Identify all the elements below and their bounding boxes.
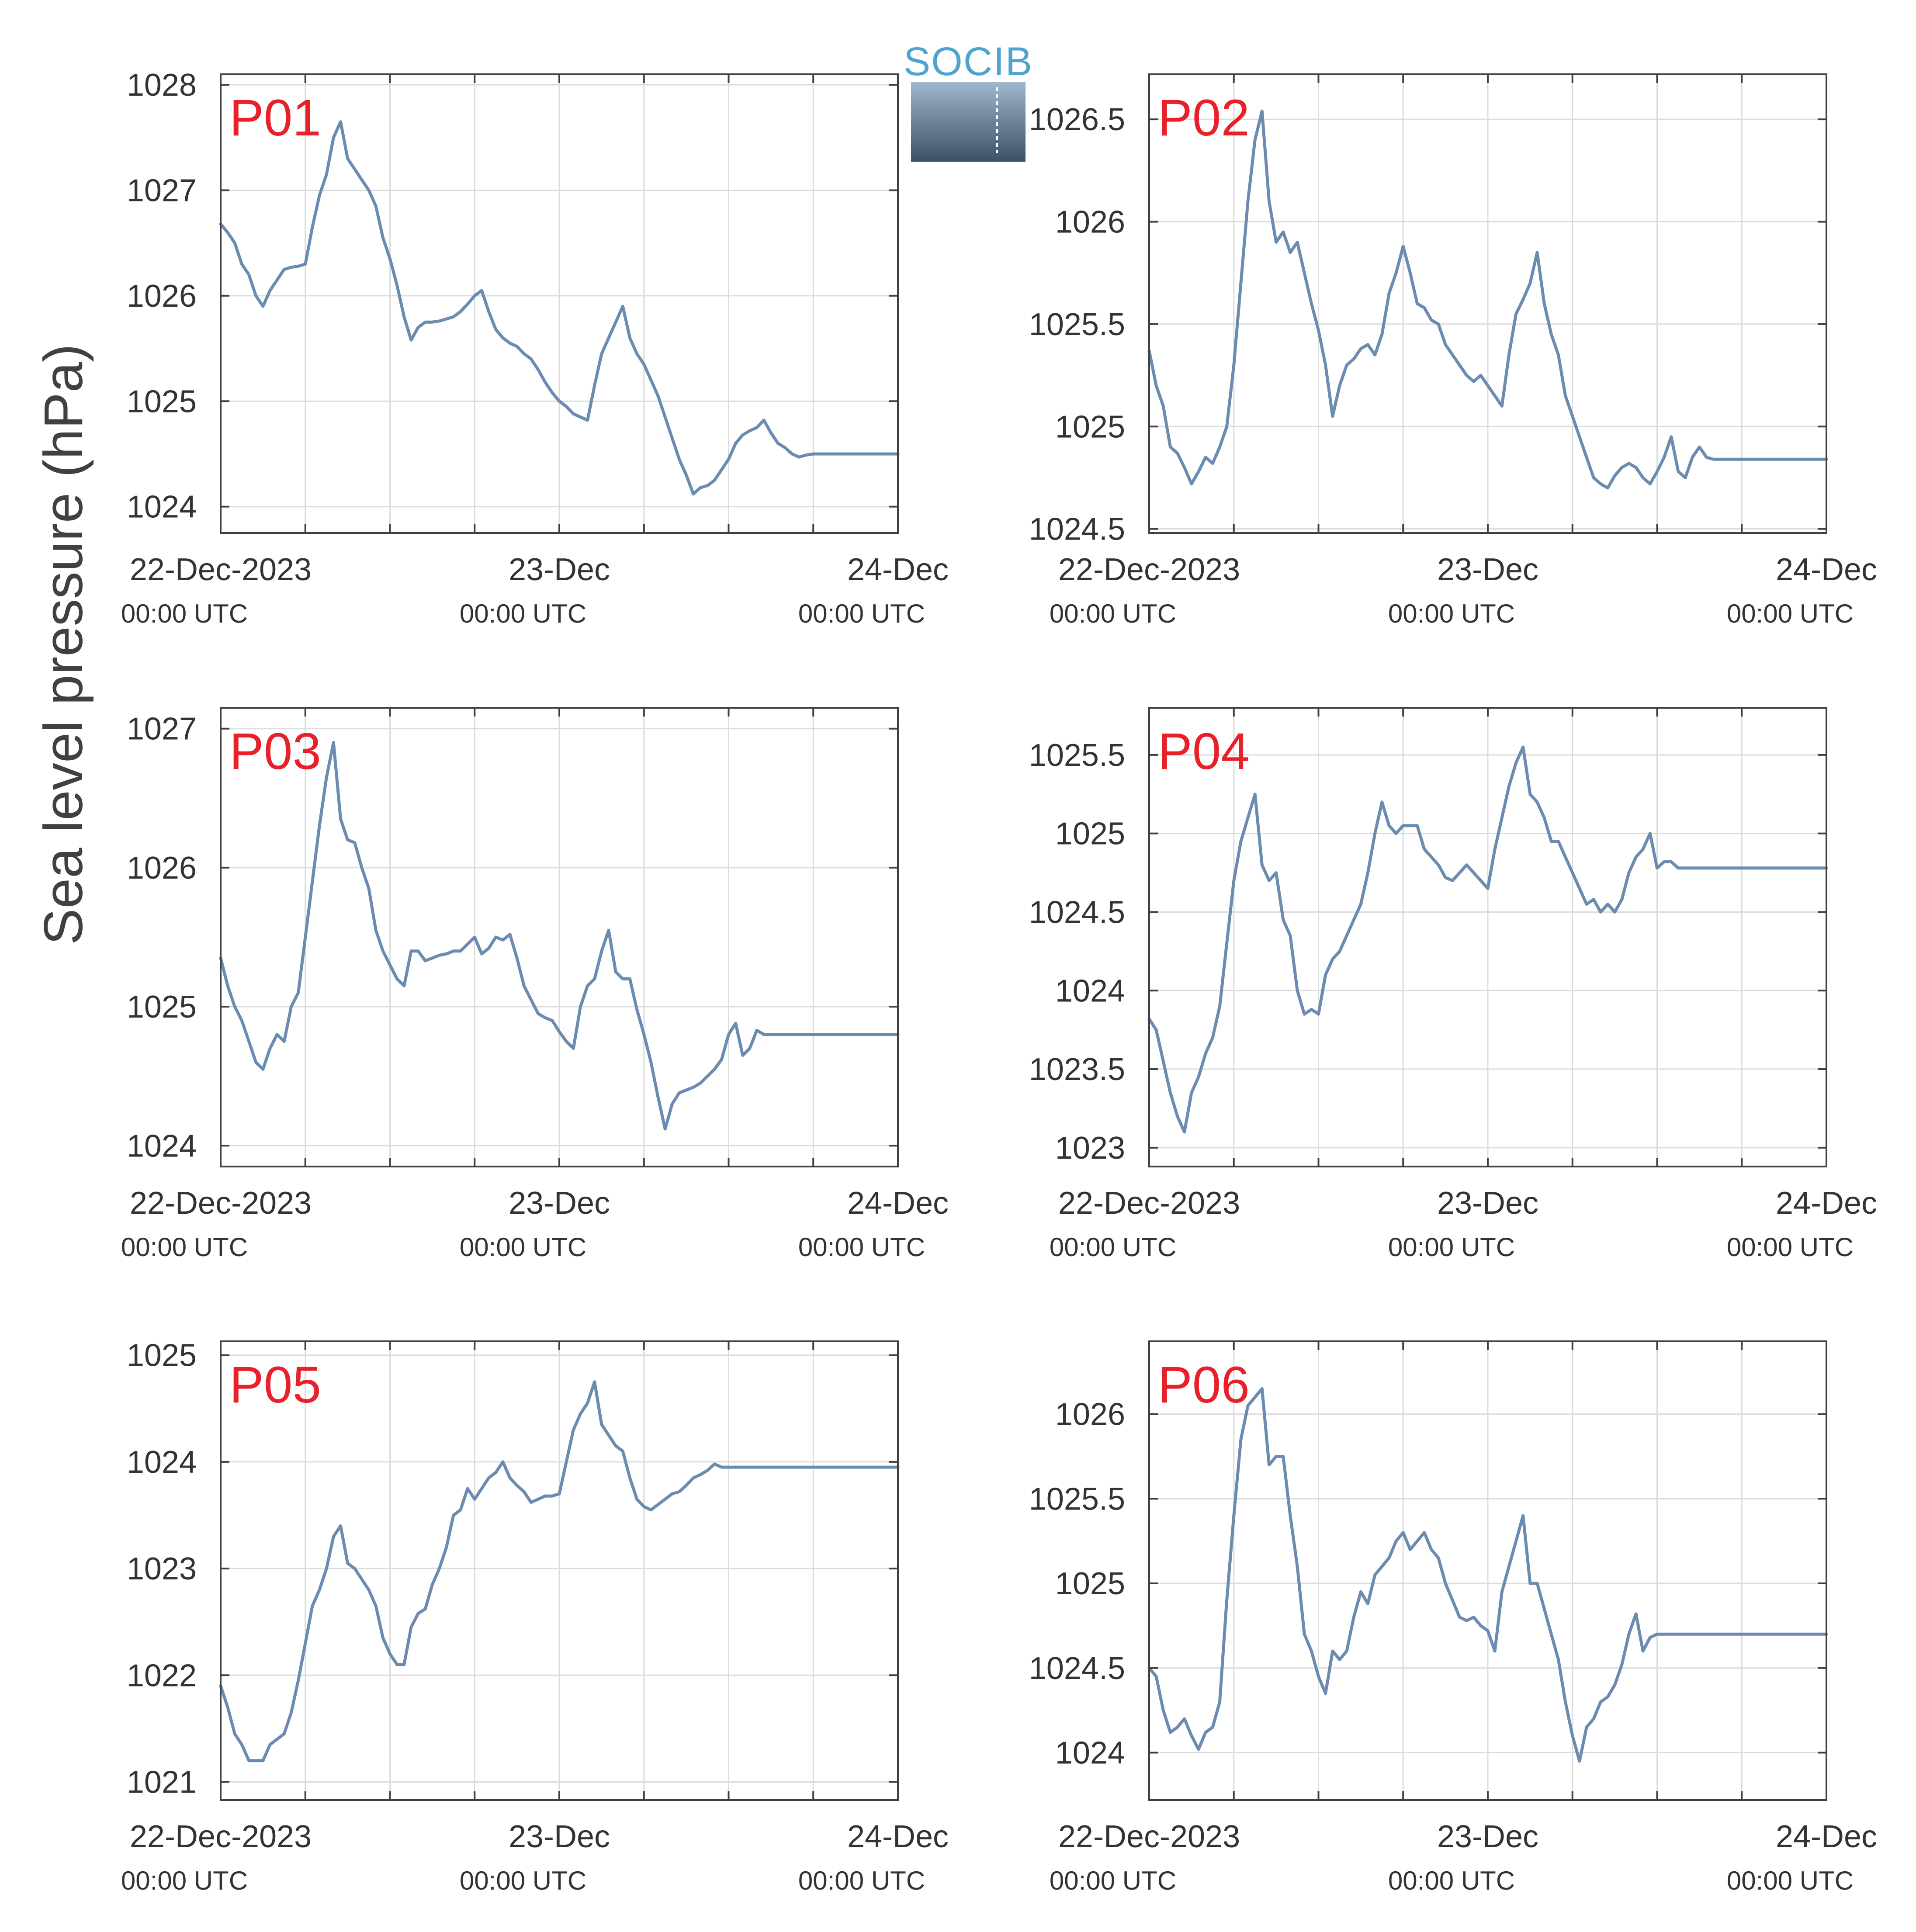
x-tick-label: 22-Dec-2023 [130, 552, 312, 587]
y-tick-label: 1025 [127, 384, 197, 419]
x-tick-sublabel: 00:00 UTC [460, 1233, 586, 1262]
x-tick-label: 24-Dec [1776, 552, 1877, 587]
y-tick-label: 1024.5 [1029, 512, 1125, 547]
y-tick-label: 1026 [127, 279, 197, 314]
x-tick-label: 22-Dec-2023 [1058, 552, 1240, 587]
y-tick-label: 1025 [127, 1338, 197, 1373]
y-tick-label: 1023 [127, 1551, 197, 1586]
x-tick-label: 23-Dec [1437, 552, 1538, 587]
x-tick-sublabel: 00:00 UTC [1388, 599, 1515, 628]
pressure-series-line [1147, 1387, 1828, 1763]
y-tick-label: 1024 [127, 1445, 197, 1480]
x-tick-sublabel: 00:00 UTC [121, 1866, 248, 1895]
x-tick-sublabel: 00:00 UTC [798, 1866, 925, 1895]
y-tick-label: 1027 [127, 712, 197, 747]
x-tick-sublabel: 00:00 UTC [1388, 1233, 1515, 1262]
y-tick-label: 1024 [127, 1129, 197, 1163]
x-tick-sublabel: 00:00 UTC [1050, 599, 1176, 628]
x-tick-label: 22-Dec-2023 [130, 1186, 312, 1221]
y-tick-label: 1024 [1055, 1736, 1125, 1771]
y-tick-label: 1021 [127, 1765, 197, 1800]
y-tick-label: 1023 [1055, 1131, 1125, 1166]
y-tick-label: 1026 [1055, 1397, 1125, 1432]
panel-label: P04 [1158, 723, 1250, 780]
x-tick-label: 24-Dec [847, 552, 949, 587]
y-tick-label: 1026.5 [1029, 102, 1125, 137]
y-tick-label: 1025.5 [1029, 1482, 1125, 1517]
y-tick-label: 1025.5 [1029, 738, 1125, 773]
logo-text: SOCIB [904, 39, 1033, 84]
x-tick-sublabel: 00:00 UTC [1388, 1866, 1515, 1895]
logo-gradient-block [911, 82, 1026, 162]
x-tick-sublabel: 00:00 UTC [1050, 1233, 1176, 1262]
panel-p04: 1023 1023.5 1024 1024.5 1025 1025.5 22-Dec-202… [1029, 707, 1877, 1262]
x-tick-label: 24-Dec [847, 1819, 949, 1854]
y-tick-label: 1024 [127, 490, 197, 525]
y-tick-label: 1025 [1055, 817, 1125, 852]
y-tick-label: 1026 [1055, 205, 1125, 240]
panel-p05: 1021 1022 1023 1024 1025 22-Dec-2023 00:00 UTC… [121, 1338, 949, 1895]
x-tick-sublabel: 00:00 UTC [1727, 599, 1854, 628]
x-tick-label: 22-Dec-2023 [1058, 1186, 1240, 1221]
x-tick-label: 23-Dec [1437, 1186, 1538, 1221]
x-tick-sublabel: 00:00 UTC [1727, 1866, 1854, 1895]
y-tick-label: 1022 [127, 1658, 197, 1693]
pressure-series-line [219, 741, 900, 1131]
y-tick-label: 1026 [127, 851, 197, 886]
x-tick-label: 24-Dec [847, 1186, 949, 1221]
y-tick-label: 1025.5 [1029, 307, 1125, 342]
y-axis-label: Sea level pressure (hPa) [33, 344, 94, 945]
pressure-series-line [1147, 109, 1828, 490]
y-tick-label: 1028 [127, 68, 197, 103]
x-tick-label: 23-Dec [509, 1819, 610, 1854]
y-tick-label: 1024.5 [1029, 895, 1125, 930]
x-tick-sublabel: 00:00 UTC [798, 599, 925, 628]
x-tick-label: 23-Dec [509, 1186, 610, 1221]
y-tick-label: 1025 [127, 990, 197, 1025]
chart-panels: 1024 1025 1026 1027 1028 22-Dec-2023 00:00 UTC… [121, 68, 1877, 1895]
y-tick-label: 1027 [127, 173, 197, 208]
x-tick-label: 23-Dec [1437, 1819, 1538, 1854]
x-tick-sublabel: 00:00 UTC [121, 1233, 248, 1262]
panel-label: P03 [229, 723, 321, 780]
y-tick-label: 1024.5 [1029, 1651, 1125, 1686]
pressure-series-line [1147, 745, 1828, 1134]
x-tick-label: 24-Dec [1776, 1186, 1877, 1221]
panel-label: P01 [229, 89, 321, 147]
y-tick-label: 1025 [1055, 1566, 1125, 1601]
y-tick-label: 1024 [1055, 973, 1125, 1008]
y-tick-label: 1023.5 [1029, 1052, 1125, 1087]
y-tick-label: 1025 [1055, 409, 1125, 444]
x-tick-label: 23-Dec [509, 552, 610, 587]
panel-p02: 1024.5 1025 1025.5 1026 1026.5 22-Dec-2023 00:… [1029, 73, 1877, 628]
panel-label: P06 [1158, 1356, 1250, 1414]
panel-p06: 1024 1024.5 1025 1025.5 1026 22-Dec-2023 00:00… [1029, 1340, 1877, 1895]
x-tick-sublabel: 00:00 UTC [1727, 1233, 1854, 1262]
x-tick-sublabel: 00:00 UTC [1050, 1866, 1176, 1895]
x-tick-sublabel: 00:00 UTC [460, 1866, 586, 1895]
pressure-series-line [219, 1380, 900, 1762]
panel-label: P02 [1158, 89, 1250, 147]
x-tick-sublabel: 00:00 UTC [121, 599, 248, 628]
x-tick-label: 22-Dec-2023 [1058, 1819, 1240, 1854]
x-tick-label: 22-Dec-2023 [130, 1819, 312, 1854]
x-tick-sublabel: 00:00 UTC [460, 599, 586, 628]
socib-logo: SOCIB [904, 39, 1033, 162]
pressure-series-line [219, 120, 900, 496]
panel-p03: 1024 1025 1026 1027 22-Dec-2023 00:00 UTC 23-D… [121, 707, 949, 1262]
x-tick-sublabel: 00:00 UTC [798, 1233, 925, 1262]
panel-label: P05 [229, 1356, 321, 1414]
panel-p01: 1024 1025 1026 1027 1028 22-Dec-2023 00:00 UTC… [121, 68, 949, 628]
x-tick-label: 24-Dec [1776, 1819, 1877, 1854]
